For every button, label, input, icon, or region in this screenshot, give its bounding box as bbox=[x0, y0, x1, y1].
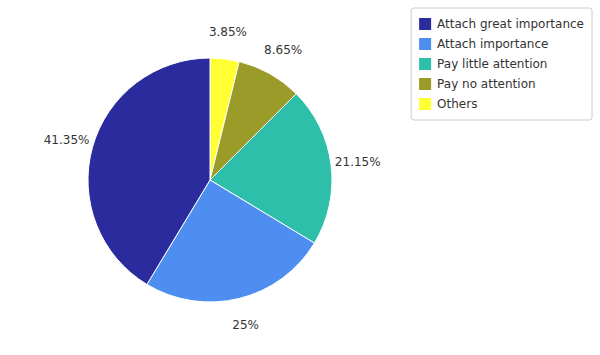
legend-swatch bbox=[419, 78, 431, 90]
legend-label: Others bbox=[437, 97, 477, 111]
data-label: 8.65% bbox=[264, 43, 302, 57]
legend-label: Pay little attention bbox=[437, 57, 547, 71]
legend-label: Attach importance bbox=[437, 37, 548, 51]
data-label: 3.85% bbox=[209, 25, 247, 39]
legend-swatch bbox=[419, 38, 431, 50]
legend-swatch bbox=[419, 58, 431, 70]
legend: Attach great importance Attach importance… bbox=[411, 8, 592, 120]
data-label: 41.35% bbox=[44, 133, 90, 147]
data-label: 25% bbox=[232, 318, 259, 332]
legend-swatch bbox=[419, 98, 431, 110]
data-labels: 3.85% 8.65% 21.15% 25% 41.35% bbox=[44, 25, 381, 331]
legend-swatch bbox=[419, 18, 431, 30]
legend-label: Pay no attention bbox=[437, 77, 535, 91]
chart: 3.85% 8.65% 21.15% 25% 41.35% Attach great im… bbox=[0, 0, 600, 355]
chart-container: 3.85% 8.65% 21.15% 25% 41.35% Attach great im… bbox=[0, 0, 600, 355]
legend-box bbox=[411, 8, 592, 120]
pie-slice bbox=[88, 58, 210, 284]
legend-label: Attach great importance bbox=[437, 17, 584, 31]
slices bbox=[88, 58, 332, 302]
data-label: 21.15% bbox=[335, 155, 381, 169]
